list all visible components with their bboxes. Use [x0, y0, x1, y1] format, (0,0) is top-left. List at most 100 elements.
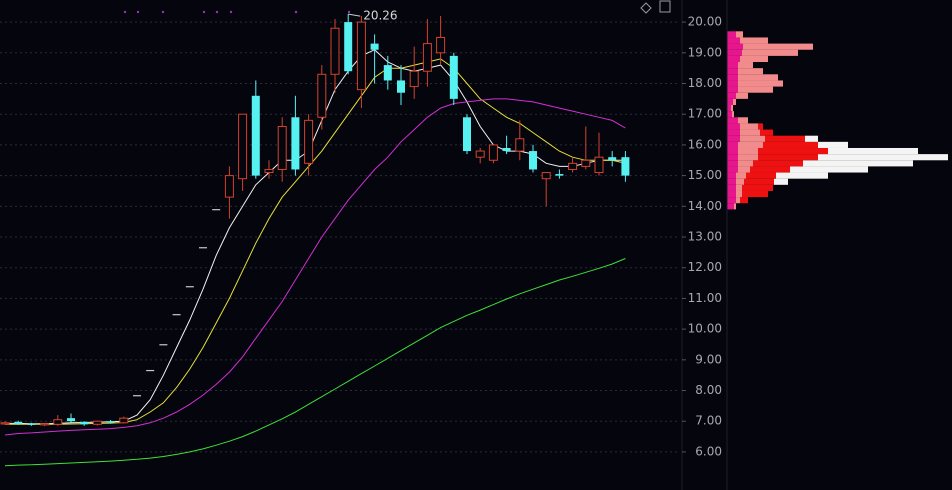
- profile-segment: [728, 123, 740, 130]
- panel-icon[interactable]: [659, 0, 671, 13]
- profile-segment: [734, 203, 736, 210]
- profile-segment: [728, 197, 736, 204]
- y-tick-label: 12.00: [688, 260, 722, 274]
- profile-segment: [728, 166, 738, 173]
- candle-body: [463, 117, 471, 152]
- profile-segment: [738, 117, 748, 124]
- profile-segment: [740, 123, 758, 130]
- profile-segment: [765, 135, 805, 142]
- profile-segment: [736, 31, 743, 38]
- candle-body: [317, 73, 327, 118]
- profile-segment: [736, 172, 746, 179]
- profile-segment: [790, 166, 868, 173]
- y-tick-label: 15.00: [688, 168, 722, 182]
- top-markers: [123, 10, 351, 14]
- profile-segment: [728, 190, 736, 198]
- volume-profile: [727, 31, 948, 210]
- profile-segment: [738, 160, 753, 167]
- y-tick-label: 6.00: [695, 444, 722, 458]
- y-tick-label: 13.00: [688, 230, 722, 244]
- profile-segment: [760, 129, 773, 136]
- max-pointer: [348, 13, 361, 17]
- profile-segment: [742, 190, 768, 198]
- candle-body: [277, 125, 287, 170]
- moving-average-line: [4, 98, 626, 436]
- profile-segment: [743, 43, 813, 50]
- candle-body: [53, 419, 63, 425]
- profile-segment: [728, 160, 738, 167]
- y-tick-label: 9.00: [695, 352, 722, 366]
- profile-segment: [738, 68, 763, 75]
- profile-segment: [728, 62, 738, 69]
- candle-body: [594, 156, 604, 174]
- max-annotation: 20.26: [363, 9, 397, 23]
- profile-segment: [818, 141, 848, 148]
- candle-body: [568, 162, 578, 170]
- candle-body: [581, 159, 591, 167]
- candle-body: [397, 80, 405, 93]
- profile-segment: [728, 203, 734, 210]
- candle-body: [621, 157, 630, 176]
- profile-segment: [728, 31, 736, 38]
- candle-body: [330, 27, 340, 75]
- profile-segment: [728, 117, 738, 124]
- profile-segment: [728, 105, 731, 112]
- candle-body: [449, 55, 458, 99]
- draw-tool-icon[interactable]: [640, 2, 652, 14]
- candle-body: [409, 70, 419, 88]
- candle-body: [92, 420, 102, 425]
- profile-segment: [805, 135, 818, 142]
- moving-average-line: [5, 58, 626, 425]
- profile-segment: [738, 154, 758, 161]
- candle-body: [14, 421, 23, 424]
- candle-body: [436, 36, 446, 54]
- y-tick-label: 20.00: [688, 15, 722, 29]
- profile-segment: [728, 184, 736, 191]
- candle-body: [0, 422, 10, 425]
- profile-segment: [740, 135, 765, 142]
- candle-body: [40, 423, 50, 426]
- candle-body: [251, 95, 260, 176]
- y-tick-label: 14.00: [688, 199, 722, 213]
- profile-segment: [818, 154, 948, 161]
- candle-body: [119, 417, 129, 424]
- candle-body: [146, 369, 155, 372]
- profile-segment: [758, 123, 763, 130]
- profile-segment: [774, 178, 788, 185]
- profile-segment: [740, 197, 748, 204]
- profile-segment: [736, 184, 742, 191]
- profile-segment: [763, 141, 818, 148]
- candle-body: [488, 144, 498, 161]
- profile-segment: [740, 129, 760, 136]
- grid: [0, 21, 680, 453]
- profile-segment: [736, 190, 742, 198]
- profile-segment: [738, 86, 773, 93]
- profile-segment: [738, 80, 783, 87]
- candle-body: [133, 395, 141, 397]
- candle-body: [264, 168, 274, 174]
- candle-body: [291, 117, 300, 170]
- profile-segment: [728, 178, 736, 185]
- candle-body: [356, 21, 366, 91]
- y-tick-label: 11.00: [688, 291, 722, 305]
- candle-body: [172, 314, 181, 316]
- y-tick-label: 18.00: [688, 76, 722, 90]
- profile-segment: [732, 111, 734, 118]
- profile-segment: [728, 86, 738, 93]
- candle-body: [27, 423, 36, 425]
- profile-segment: [728, 154, 738, 161]
- moving-average-line: [4, 258, 626, 467]
- candle-body: [370, 43, 379, 50]
- candle-body: [185, 286, 194, 288]
- candle-body: [529, 151, 537, 170]
- profile-segment: [750, 166, 790, 173]
- candle-body: [344, 22, 353, 72]
- profile-segment: [742, 184, 773, 191]
- y-tick-label: 19.00: [688, 45, 722, 59]
- profile-segment: [828, 147, 918, 155]
- profile-segment: [736, 197, 740, 204]
- y-tick-label: 7.00: [695, 414, 722, 428]
- profile-segment: [758, 154, 818, 161]
